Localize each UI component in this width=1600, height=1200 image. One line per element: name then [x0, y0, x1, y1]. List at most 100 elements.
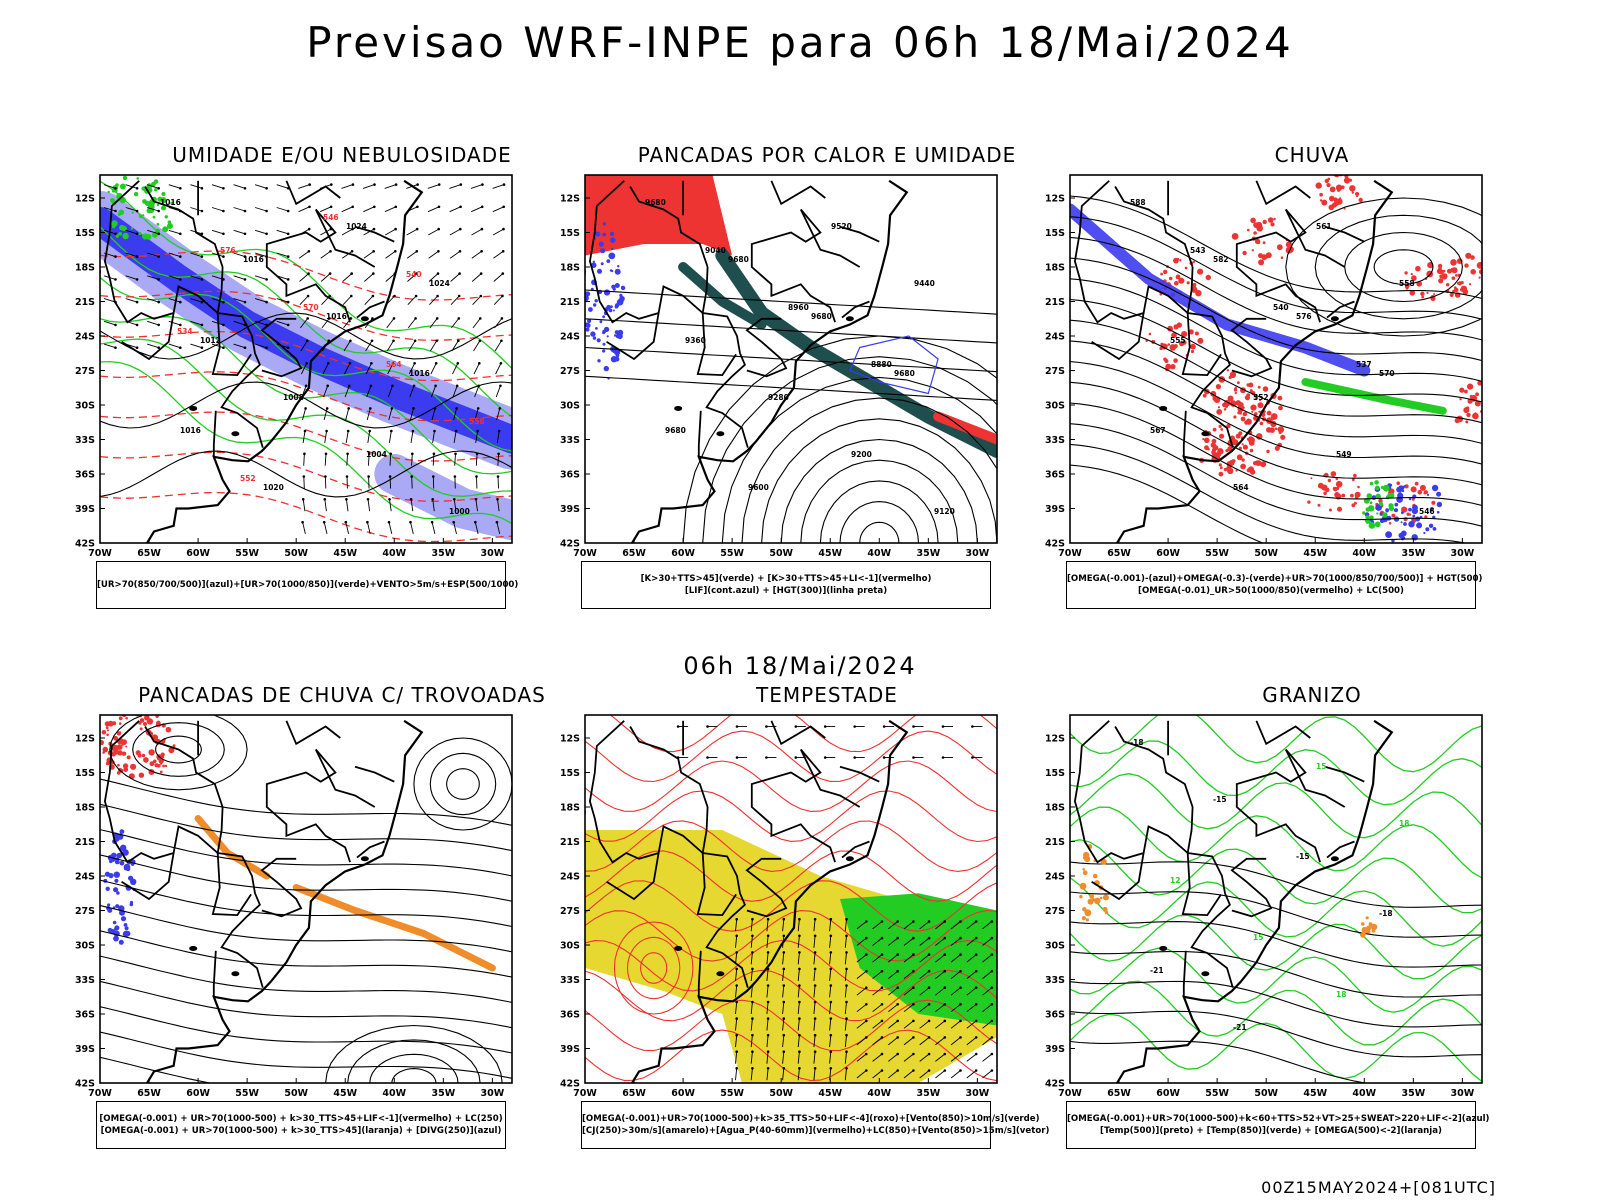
- panel-legend: [UR>70(850/700/500)](azul)+[UR>70(1000/8…: [96, 561, 519, 609]
- run-timestamp: 00Z15MAY2024+[081UTC]: [1261, 1178, 1496, 1197]
- lat-tick-label: 30S: [560, 941, 580, 952]
- panel-granizo: GRANIZO -18 -15 -15 -18 -21 -21 15 18 12 15 18 12S 15…: [1045, 683, 1562, 1163]
- lat-tick-label: 36S: [75, 470, 95, 481]
- lon-tick-label: 55W: [1205, 548, 1229, 559]
- contour-label: -15: [1296, 852, 1310, 861]
- lon-tick-label: 35W: [916, 1088, 940, 1099]
- lon-tick-label: 30W: [1451, 548, 1475, 559]
- contour-label: 549: [1336, 450, 1352, 459]
- lat-tick-label: 15S: [75, 768, 95, 779]
- contour-label: 1016: [243, 255, 264, 264]
- lat-tick-label: 33S: [1045, 975, 1065, 986]
- panel-title: PANCADAS DE CHUVA C/ TROVOADAS: [138, 683, 546, 707]
- contour-label: 564: [1233, 483, 1249, 492]
- lon-tick-label: 50W: [284, 1088, 308, 1099]
- contour-label: 1016: [409, 369, 430, 378]
- legend-line: [OMEGA(-0.001) + UR>70(1000-500) + k>30_…: [99, 1114, 503, 1124]
- contour-label: 546: [1419, 507, 1435, 516]
- lon-tick-label: 65W: [622, 1088, 646, 1099]
- legend-line: [LIF](cont.azul) + [HGT(300)](linha pret…: [684, 586, 888, 596]
- lat-tick-label: 15S: [1045, 768, 1065, 779]
- lon-tick-label: 60W: [671, 1088, 695, 1099]
- legend-line: [Temp(500)](preto) + [Temp(850)](verde) …: [1100, 1126, 1442, 1136]
- lat-tick-label: 24S: [75, 872, 95, 883]
- map-fields: [585, 175, 997, 543]
- lon-tick-label: 50W: [1254, 548, 1278, 559]
- lat-tick-label: 30S: [560, 401, 580, 412]
- lon-tick-label: 40W: [867, 548, 891, 559]
- contour-label: 9040: [705, 246, 726, 255]
- lat-tick-label: 33S: [560, 975, 580, 986]
- lat-tick-label: 24S: [1045, 332, 1065, 343]
- legend-line: [OMEGA(-0.001) + UR>70(1000-500) + k>30_…: [100, 1126, 502, 1136]
- lat-tick-label: 27S: [75, 906, 95, 917]
- lat-tick-label: 42S: [560, 1079, 580, 1090]
- contour-label: 1004: [366, 450, 387, 459]
- legend-line: [OMEGA(-0.01)_UR>50(1000/850)(vermelho) …: [1138, 586, 1404, 596]
- contour-label: 564: [386, 360, 402, 369]
- contour-label: 15: [1253, 933, 1263, 942]
- panel-pancadas-calor: PANCADAS POR CALOR E UMIDADE 9680 9680 9680…: [560, 143, 1077, 623]
- lon-tick-label: 55W: [235, 1088, 259, 1099]
- lon-tick-label: 45W: [818, 1088, 842, 1099]
- legend-line: [K>30+TTS>45](verde) + [K>30+TTS>45+LI<-…: [640, 574, 932, 584]
- lat-tick-label: 24S: [560, 872, 580, 883]
- lon-tick-label: 40W: [1352, 548, 1376, 559]
- lat-tick-label: 12S: [75, 734, 95, 745]
- contour-label: 1016: [326, 312, 347, 321]
- contour-label: 588: [1130, 198, 1146, 207]
- lat-tick-label: 27S: [1045, 906, 1065, 917]
- contour-label: -18: [1379, 909, 1393, 918]
- panel-legend: [OMEGA(-0.001) + UR>70(1000-500) + k>30_…: [96, 1101, 506, 1149]
- lon-tick-label: 50W: [769, 548, 793, 559]
- lat-tick-label: 33S: [75, 975, 95, 986]
- lat-tick-label: 21S: [560, 837, 580, 848]
- lat-tick-label: 15S: [560, 228, 580, 239]
- lat-tick-label: 33S: [560, 435, 580, 446]
- lat-tick-label: 39S: [75, 1044, 95, 1055]
- lat-tick-label: 33S: [75, 435, 95, 446]
- legend-line: [OMEGA(-0.001)+UR>70(1000-500)+k>35_TTS>…: [582, 1114, 1040, 1124]
- lon-tick-label: 35W: [431, 548, 455, 559]
- lat-tick-label: 12S: [75, 194, 95, 205]
- contour-label: 9680: [894, 369, 915, 378]
- lon-tick-label: 35W: [431, 1088, 455, 1099]
- valid-time-title: 06h 18/Mai/2024: [683, 652, 917, 680]
- lon-tick-label: 45W: [333, 548, 357, 559]
- contour-label: 543: [1190, 246, 1206, 255]
- contour-label: 546: [323, 213, 339, 222]
- panel-title: GRANIZO: [1262, 683, 1362, 707]
- lat-tick-label: 18S: [1045, 803, 1065, 814]
- lon-tick-label: 45W: [1303, 1088, 1327, 1099]
- map-plot: 588 582 576 570 567 564 561 558 555 552 549 546 543 5…: [1045, 174, 1483, 559]
- lat-tick-label: 27S: [560, 366, 580, 377]
- lat-tick-label: 21S: [560, 297, 580, 308]
- coastlines-borders: [100, 179, 424, 543]
- map-fields: [1070, 175, 1482, 543]
- contour-label: 537: [1356, 360, 1372, 369]
- lat-tick-label: 15S: [75, 228, 95, 239]
- contour-label: 9280: [768, 393, 789, 402]
- map-plot: 1016 1016 1016 1016 1016 1020 1024 1024 1012 1008…: [75, 174, 513, 559]
- lon-tick-label: 45W: [818, 548, 842, 559]
- contour-label: 1024: [429, 279, 450, 288]
- lat-tick-label: 15S: [560, 768, 580, 779]
- lat-tick-label: 39S: [75, 504, 95, 515]
- main-title: Previsao WRF-INPE para 06h 18/Mai/2024: [306, 18, 1294, 67]
- contour-label: 1008: [283, 393, 304, 402]
- panel-legend: [OMEGA(-0.001)+UR>70(1000-500)+k<60+TTS>…: [1066, 1101, 1489, 1149]
- lon-tick-label: 40W: [382, 1088, 406, 1099]
- contour-label: -18: [1130, 738, 1144, 747]
- panel-pancadas-trovoadas: PANCADAS DE CHUVA C/ TROVOADAS 12S 15S 18S 2…: [75, 683, 592, 1163]
- legend-line: [UR>70(850/700/500)](azul)+[UR>70(1000/8…: [97, 580, 519, 590]
- panel-title: CHUVA: [1274, 143, 1350, 167]
- lat-tick-label: 12S: [1045, 734, 1065, 745]
- contour-label: 1000: [449, 507, 470, 516]
- lon-tick-label: 55W: [720, 548, 744, 559]
- contour-label: 558: [1399, 279, 1415, 288]
- contour-label: 9200: [851, 450, 872, 459]
- coastlines-borders: [585, 719, 909, 1083]
- contour-label: 552: [240, 474, 256, 483]
- lon-tick-label: 65W: [137, 548, 161, 559]
- lat-tick-label: 27S: [1045, 366, 1065, 377]
